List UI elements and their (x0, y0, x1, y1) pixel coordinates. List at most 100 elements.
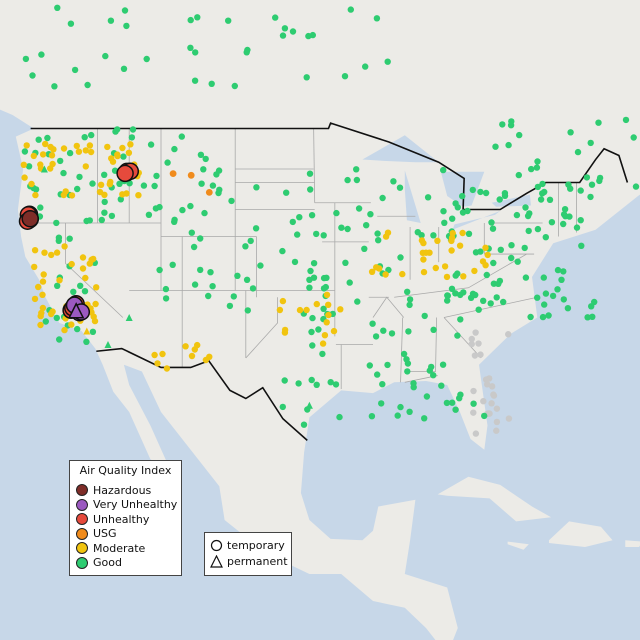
monitor-good[interactable] (481, 412, 488, 420)
monitor-good[interactable] (430, 232, 437, 239)
monitor-moderate[interactable] (182, 343, 189, 350)
monitor-moderate[interactable] (471, 267, 478, 275)
monitor-good[interactable] (208, 80, 215, 88)
monitor-good[interactable] (242, 243, 249, 250)
monitor-good[interactable] (291, 258, 299, 266)
monitor-good[interactable] (54, 4, 61, 11)
monitor-good[interactable] (310, 260, 318, 267)
monitor-good[interactable] (477, 188, 484, 196)
monitor-moderate[interactable] (313, 300, 320, 308)
monitor-good[interactable] (410, 384, 417, 391)
monitor-good[interactable] (589, 313, 596, 320)
monitor-moderate[interactable] (30, 152, 37, 160)
monitor-usg[interactable] (169, 170, 177, 178)
monitor-good[interactable] (228, 197, 235, 205)
monitor-good[interactable] (116, 180, 123, 187)
monitor-good[interactable] (353, 166, 360, 173)
monitor-good[interactable] (60, 169, 67, 177)
monitor-good[interactable] (226, 302, 234, 310)
monitor-moderate[interactable] (399, 270, 406, 278)
monitor-good[interactable] (388, 330, 396, 337)
monitor-moderate[interactable] (73, 142, 81, 150)
monitor-good[interactable] (289, 28, 297, 35)
monitor-good[interactable] (29, 72, 36, 79)
monitor-good[interactable] (83, 338, 90, 345)
monitor-good[interactable] (98, 216, 106, 224)
monitor-good[interactable] (198, 180, 205, 187)
monitor-good[interactable] (129, 126, 137, 133)
monitor-good[interactable] (396, 184, 404, 191)
monitor-good[interactable] (53, 219, 60, 227)
monitor-good[interactable] (630, 134, 637, 141)
monitor-moderate[interactable] (49, 160, 56, 168)
permanent-monitor[interactable] (125, 314, 133, 321)
monitor-good[interactable] (469, 186, 476, 194)
permanent-monitor[interactable] (40, 165, 48, 173)
monitor-good[interactable] (156, 203, 163, 211)
permanent-monitor[interactable] (305, 401, 313, 409)
monitor-moderate[interactable] (188, 352, 196, 360)
monitor-good[interactable] (171, 145, 178, 153)
monitor-good[interactable] (496, 277, 504, 285)
monitor-good[interactable] (540, 274, 547, 281)
monitor-good[interactable] (295, 380, 302, 387)
monitor-good[interactable] (522, 204, 529, 211)
permanent-monitor[interactable] (104, 341, 112, 348)
monitor-good[interactable] (595, 119, 602, 126)
monitor-moderate[interactable] (319, 340, 327, 347)
monitor-moderate[interactable] (61, 326, 68, 334)
monitor-good[interactable] (281, 25, 289, 32)
monitor-good[interactable] (497, 246, 504, 253)
monitor-good[interactable] (188, 229, 195, 236)
monitor-good[interactable] (117, 196, 125, 203)
monitor-moderate[interactable] (82, 147, 90, 154)
monitor-good[interactable] (257, 262, 264, 269)
monitor-good[interactable] (374, 371, 381, 378)
monitor-good[interactable] (539, 180, 546, 188)
monitor-good[interactable] (546, 196, 554, 203)
monitor-good[interactable] (578, 242, 585, 249)
monitor-good[interactable] (394, 412, 401, 419)
monitor-good[interactable] (37, 204, 44, 211)
monitor-good[interactable] (528, 165, 535, 173)
monitor-good[interactable] (577, 187, 584, 194)
monitor-moderate[interactable] (92, 300, 99, 308)
monitor-good[interactable] (308, 328, 315, 336)
monitor-good[interactable] (384, 361, 391, 369)
monitor-moderate[interactable] (432, 264, 439, 272)
monitor-good[interactable] (439, 361, 447, 368)
monitor-good[interactable] (120, 65, 128, 73)
permanent-monitor[interactable] (67, 302, 85, 319)
monitor-good[interactable] (390, 178, 397, 185)
monitor-good[interactable] (320, 232, 327, 239)
monitor-good[interactable] (296, 214, 303, 221)
monitor-moderate[interactable] (38, 309, 45, 317)
monitor-good[interactable] (361, 245, 368, 252)
monitor-good[interactable] (179, 206, 186, 214)
monitor-moderate[interactable] (31, 247, 39, 254)
monitor-moderate[interactable] (202, 356, 210, 364)
monitor-good[interactable] (272, 14, 279, 21)
monitor-moderate[interactable] (119, 144, 126, 152)
monitor-good[interactable] (379, 194, 386, 202)
monitor-moderate[interactable] (97, 181, 105, 188)
monitor-moderate[interactable] (330, 327, 338, 335)
monitor-good[interactable] (514, 258, 521, 265)
monitor-moderate[interactable] (279, 297, 287, 305)
monitor-good[interactable] (558, 276, 565, 283)
monitor-good[interactable] (153, 172, 160, 180)
monitor-good[interactable] (493, 294, 500, 301)
monitor-good[interactable] (74, 325, 81, 333)
monitor-good[interactable] (89, 180, 96, 187)
monitor-moderate[interactable] (420, 268, 428, 276)
monitor-good[interactable] (336, 413, 343, 421)
monitor-good[interactable] (542, 234, 549, 241)
monitor-good[interactable] (319, 350, 326, 358)
monitor-good[interactable] (344, 176, 351, 184)
monitor-good[interactable] (541, 301, 548, 308)
monitor-good[interactable] (539, 313, 547, 321)
monitor-unhealthy[interactable] (116, 164, 134, 183)
monitor-good[interactable] (209, 182, 217, 189)
monitor-good[interactable] (307, 267, 314, 275)
monitor-good[interactable] (315, 326, 322, 333)
